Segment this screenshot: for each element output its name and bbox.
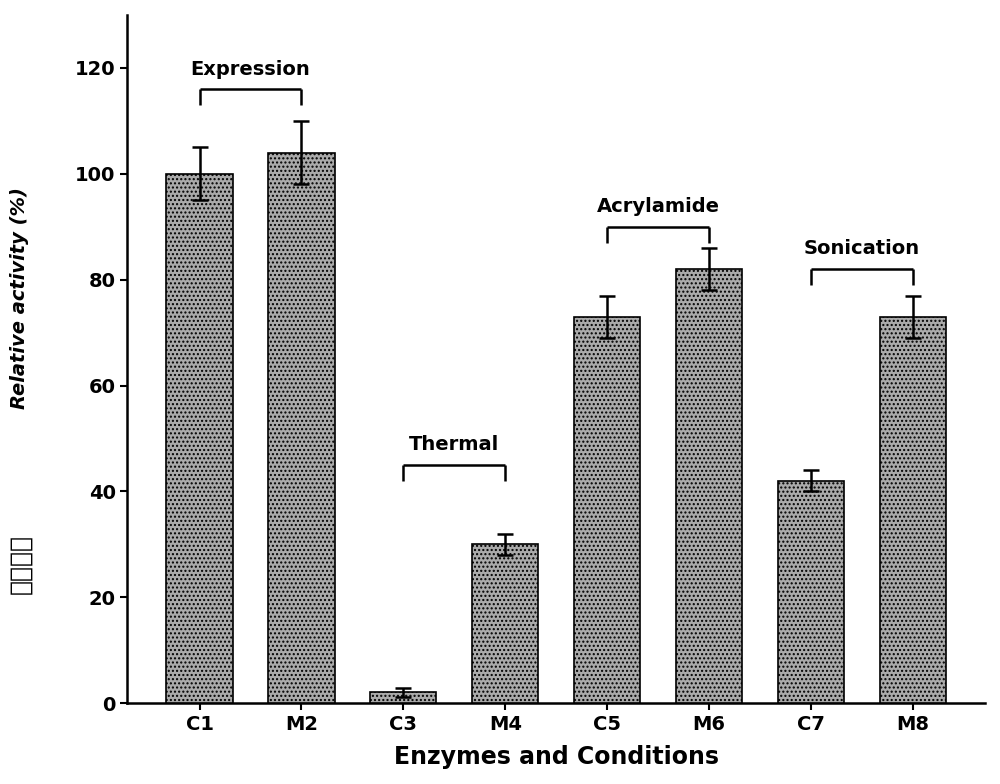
- Text: Thermal: Thermal: [409, 435, 499, 454]
- Text: 相对活性: 相对活性: [8, 535, 32, 594]
- Bar: [166, 174, 233, 703]
- Bar: [574, 317, 640, 703]
- Text: Sonication: Sonication: [804, 239, 920, 259]
- Bar: [268, 153, 335, 703]
- Text: Expression: Expression: [191, 60, 310, 78]
- Text: Relative activity (%): Relative activity (%): [10, 187, 30, 409]
- Bar: [472, 544, 538, 703]
- X-axis label: Enzymes and Conditions: Enzymes and Conditions: [394, 745, 719, 769]
- Bar: [778, 481, 844, 703]
- Bar: [370, 692, 436, 703]
- Bar: [880, 317, 946, 703]
- Text: Acrylamide: Acrylamide: [597, 197, 720, 216]
- Bar: [676, 269, 742, 703]
